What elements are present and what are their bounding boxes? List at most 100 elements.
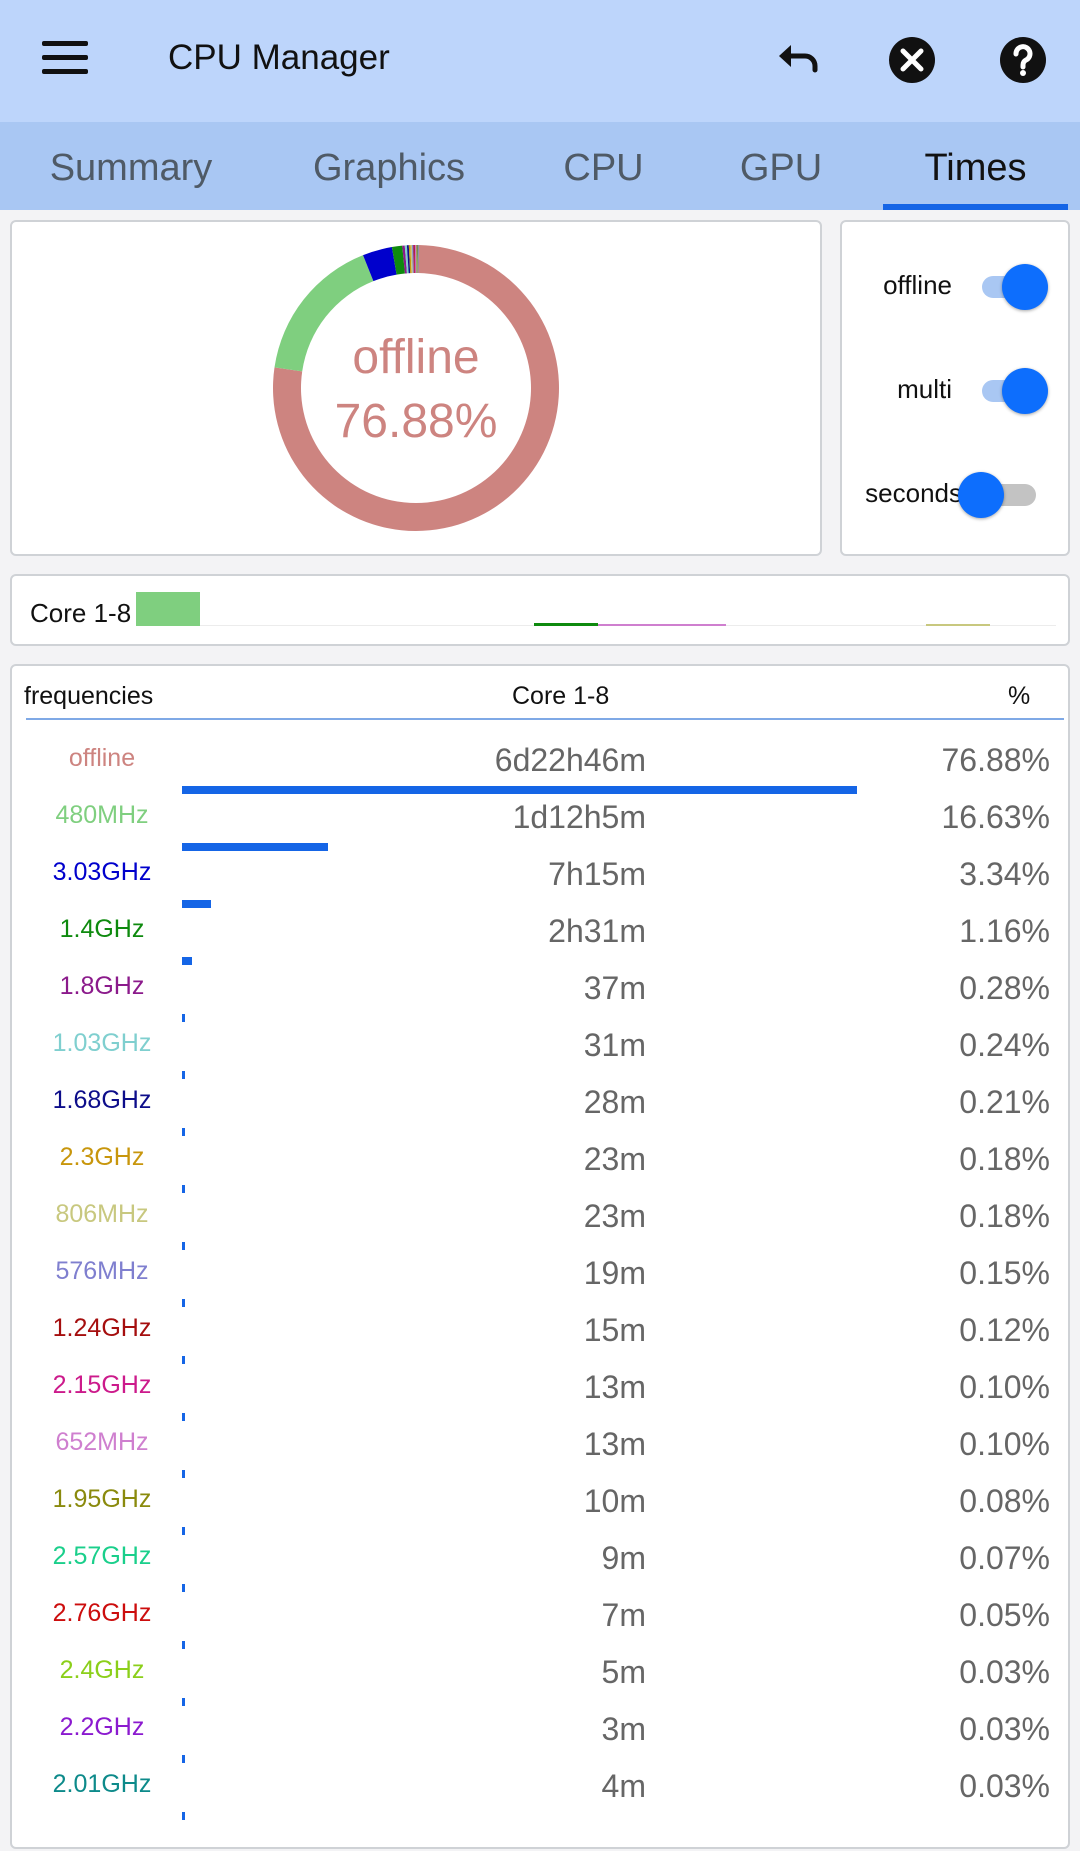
percent-value: 0.21%: [959, 1084, 1050, 1120]
time-bar: [182, 1755, 185, 1763]
frequency-label: 1.03GHz: [52, 1029, 152, 1057]
multi-switch-row: multi: [842, 360, 1072, 420]
tab-gpu[interactable]: GPU: [739, 147, 823, 189]
time-bar: [182, 1584, 185, 1592]
frequency-label: 480MHz: [55, 801, 149, 829]
donut-slice: [413, 245, 415, 274]
frequency-label: 806MHz: [55, 1200, 149, 1228]
time-value: 23m: [583, 1198, 646, 1234]
time-value: 23m: [583, 1141, 646, 1177]
multi-switch[interactable]: [978, 368, 1050, 414]
percent-value: 0.24%: [959, 1027, 1050, 1063]
frequency-label: 2.76GHz: [52, 1599, 152, 1627]
table-row: 2.15GHz 13m 0.10%: [22, 1361, 1080, 1421]
frequency-label: 1.95GHz: [52, 1485, 152, 1513]
percent-value: 0.10%: [959, 1369, 1050, 1405]
seconds-switch[interactable]: [958, 472, 1036, 518]
time-bar: [182, 1071, 185, 1079]
donut-slice: [416, 245, 417, 274]
percent-value: 0.12%: [959, 1312, 1050, 1348]
multi-switch-label: multi: [897, 374, 952, 404]
donut-slice: [412, 245, 414, 274]
menu-icon[interactable]: [42, 41, 88, 75]
percent-value: 0.03%: [959, 1654, 1050, 1690]
percent-value: 0.28%: [959, 970, 1050, 1006]
time-value: 37m: [583, 970, 646, 1006]
table-row: 2.57GHz 9m 0.07%: [22, 1532, 1080, 1592]
donut-slice: [414, 245, 416, 274]
time-bar: [182, 1242, 185, 1250]
time-value: 5m: [601, 1654, 646, 1690]
table-row: 2.3GHz 23m 0.18%: [22, 1133, 1080, 1193]
close-circle-icon[interactable]: [888, 36, 936, 84]
percent-value: 0.18%: [959, 1141, 1050, 1177]
time-bar: [182, 1413, 185, 1421]
table-row: 576MHz 19m 0.15%: [22, 1247, 1080, 1307]
table-row: 480MHz 1d12h5m 16.63%: [22, 791, 1080, 851]
core-bar-segment-652mhz: [598, 624, 726, 626]
percent-value: 0.05%: [959, 1597, 1050, 1633]
percent-value: 0.18%: [959, 1198, 1050, 1234]
frequency-label: 2.01GHz: [52, 1770, 152, 1798]
donut-slice: [408, 245, 412, 274]
table-row: offline 6d22h46m 76.88%: [22, 734, 1080, 794]
tab-times[interactable]: Times: [924, 147, 1027, 189]
time-bar: [182, 957, 192, 965]
header-underline-core: [164, 718, 1064, 720]
tab-graphics[interactable]: Graphics: [312, 147, 466, 189]
frequency-label: 2.15GHz: [52, 1371, 152, 1399]
core-bar-segment-1-4ghz: [534, 623, 598, 626]
time-bar: [182, 1014, 185, 1022]
time-bar: [182, 1698, 185, 1706]
frequency-label: 1.68GHz: [52, 1086, 152, 1114]
donut-slice: [417, 245, 419, 274]
time-value: 7m: [601, 1597, 646, 1633]
percent-value: 0.03%: [959, 1711, 1050, 1747]
percent-value: 0.07%: [959, 1540, 1050, 1576]
time-value: 10m: [583, 1483, 646, 1519]
percent-value: 0.08%: [959, 1483, 1050, 1519]
time-bar: [182, 1641, 185, 1649]
donut-slice: [402, 245, 407, 274]
app-bar: CPU Manager: [0, 0, 1080, 122]
offline-switch-label: offline: [883, 270, 952, 300]
header-percent: %: [1008, 682, 1031, 710]
time-value: 19m: [583, 1255, 646, 1291]
table-row: 1.4GHz 2h31m 1.16%: [22, 905, 1080, 965]
time-value: 13m: [583, 1426, 646, 1462]
time-value: 1d12h5m: [512, 799, 646, 835]
time-value: 9m: [601, 1540, 646, 1576]
time-value: 6d22h46m: [494, 742, 646, 778]
time-value: 13m: [583, 1369, 646, 1405]
donut-slice: [406, 245, 411, 274]
tab-cpu[interactable]: CPU: [563, 147, 644, 189]
time-bar: [182, 843, 328, 851]
undo-icon[interactable]: [775, 36, 823, 84]
frequency-label: 2.4GHz: [59, 1656, 145, 1684]
percent-value: 16.63%: [941, 799, 1050, 835]
donut-slice: [274, 255, 374, 372]
core-bar-card: Core 1-8: [10, 574, 1070, 646]
options-card: offline multi seconds: [840, 220, 1070, 556]
time-value: 28m: [583, 1084, 646, 1120]
table-row: 1.8GHz 37m 0.28%: [22, 962, 1080, 1022]
frequency-label: 1.8GHz: [59, 972, 145, 1000]
header-frequencies: frequencies: [24, 682, 154, 710]
offline-switch[interactable]: [978, 264, 1050, 310]
table-row: 2.2GHz 3m 0.03%: [22, 1703, 1080, 1763]
percent-value: 76.88%: [941, 742, 1050, 778]
donut-slice: [404, 245, 409, 274]
header-core: Core 1-8: [512, 682, 610, 710]
frequency-table-card: frequencies Core 1-8 % offline 6d22h46m 76…: [10, 664, 1070, 1849]
seconds-switch-label: seconds: [865, 478, 962, 508]
tab-summary[interactable]: Summary: [49, 147, 213, 189]
time-value: 3m: [601, 1711, 646, 1747]
time-bar: [182, 1470, 185, 1478]
time-value: 2h31m: [548, 913, 646, 949]
donut-slice: [416, 245, 418, 274]
time-bar: [182, 1185, 185, 1193]
help-circle-icon[interactable]: [999, 36, 1047, 84]
percent-value: 0.03%: [959, 1768, 1050, 1804]
table-row: 1.24GHz 15m 0.12%: [22, 1304, 1080, 1364]
donut-slice: [410, 245, 413, 274]
